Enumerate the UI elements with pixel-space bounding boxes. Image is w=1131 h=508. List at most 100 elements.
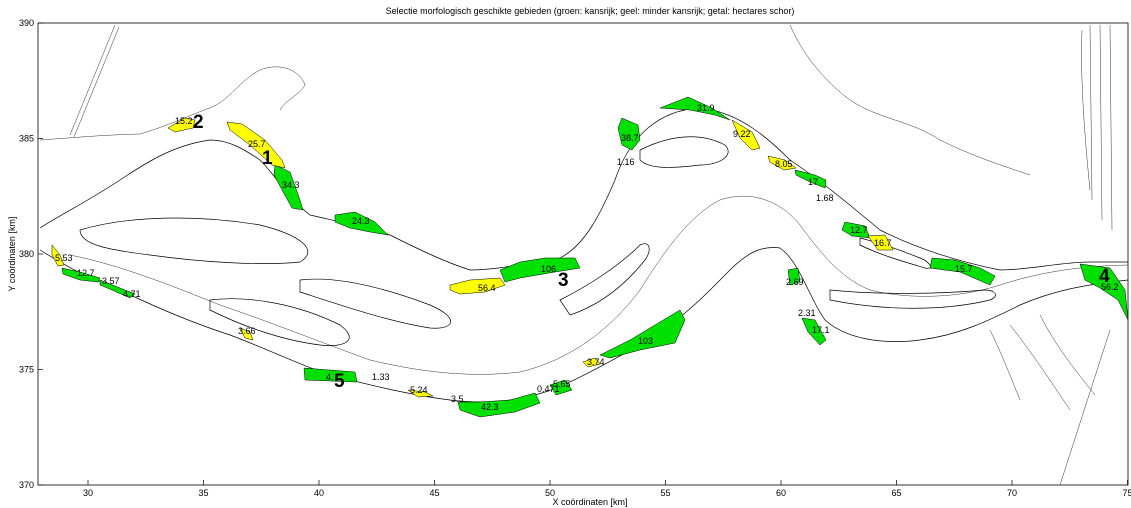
area-label: 5.53 <box>55 253 73 263</box>
area-label: 1.33 <box>372 372 390 382</box>
area-12-7-west <box>61 267 101 283</box>
y-tick-label: 380 <box>19 249 34 259</box>
sandbank-east <box>829 289 996 309</box>
sandbank-center-west <box>209 298 350 346</box>
area-label: 3.66 <box>238 326 256 336</box>
area-label: 42.3 <box>481 402 499 412</box>
area-label: 3.5 <box>451 394 464 404</box>
green-areas <box>61 96 1128 418</box>
area-label: 3.57 <box>102 276 120 286</box>
river-shorelines <box>39 24 1128 485</box>
area-5-24 <box>407 389 434 398</box>
area-9-22 <box>731 119 761 151</box>
area-label: 5.24 <box>410 385 428 395</box>
zone-number-1: 1 <box>262 148 273 169</box>
x-tick-label: 65 <box>891 488 901 498</box>
x-tick-label: 55 <box>660 488 670 498</box>
sandbank-middle <box>559 243 650 316</box>
x-tick-label: 70 <box>1007 488 1017 498</box>
y-axis-label: Y coördinaten [km] <box>7 217 17 292</box>
y-tick-label: 375 <box>19 365 34 375</box>
area-38-7 <box>617 117 641 151</box>
area-4-71 <box>99 279 136 299</box>
area-label: 2.69 <box>786 277 804 287</box>
area-15-2 <box>167 117 196 133</box>
y-tick-label: 390 <box>19 18 34 28</box>
harbour-line <box>1081 24 1113 231</box>
zone-number-2: 2 <box>193 112 204 133</box>
area-34-3 <box>273 164 304 211</box>
area-5-53 <box>51 244 65 267</box>
axes-frame <box>37 22 1129 486</box>
area-label: 25.7 <box>248 139 266 149</box>
area-label: 56.2 <box>1101 282 1119 292</box>
x-tick-label: 45 <box>429 488 439 498</box>
zone-number-3: 3 <box>558 270 569 291</box>
x-axis-ticks: 30 35 40 45 50 55 60 65 70 75 <box>83 480 1131 498</box>
area-56-2 <box>1079 263 1128 321</box>
area-2-69 <box>787 267 801 286</box>
area-16-7 <box>867 234 894 251</box>
area-label: 38.7 <box>621 133 639 143</box>
y-tick-label: 385 <box>19 134 34 144</box>
area-label: 15.2 <box>175 116 193 126</box>
sandbank-upper-east <box>859 237 931 269</box>
area-label: 0.471 <box>537 384 560 394</box>
area-3-74 <box>582 357 601 368</box>
area-label: 16.7 <box>874 238 892 248</box>
area-label: 106 <box>541 264 556 274</box>
x-tick-label: 35 <box>198 488 208 498</box>
area-label: 103 <box>638 336 653 346</box>
area-3-66 <box>239 327 254 341</box>
area-106 <box>499 257 581 283</box>
area-label: 31.9 <box>697 103 715 113</box>
yellow-areas <box>51 117 894 398</box>
zone-numbers: 1 2 3 4 5 <box>193 112 1110 392</box>
area-label: 2.31 <box>798 308 816 318</box>
x-tick-label: 75 <box>1122 488 1131 498</box>
x-tick-label: 50 <box>545 488 555 498</box>
area-label: 17 <box>808 177 818 187</box>
sandbank-bend <box>639 136 729 168</box>
area-17-east <box>794 169 827 189</box>
area-label: 34.3 <box>282 180 300 190</box>
north-polder-line <box>39 24 1031 176</box>
area-5-65 <box>549 379 573 396</box>
sandbank-center <box>299 278 451 329</box>
area-label: 15.7 <box>955 264 973 274</box>
x-axis-label: X coördinaten [km] <box>552 497 627 507</box>
area-24-3 <box>334 211 389 236</box>
area-label: 8.05 <box>775 159 793 169</box>
hectare-labels: 15.2 25.7 34.3 24.3 5.53 12.7 3.57 4.71 … <box>55 103 1119 412</box>
map-title: Selectie morfologisch geschikte gebieden… <box>386 6 795 16</box>
y-tick-label: 370 <box>19 480 34 490</box>
area-label: 24.3 <box>352 216 370 226</box>
zone-number-4: 4 <box>1099 266 1110 287</box>
sandbank-west <box>79 217 309 264</box>
area-31-9 <box>659 96 731 121</box>
area-label: 56.4 <box>478 283 496 293</box>
area-label: 4. <box>326 372 334 382</box>
area-4 <box>303 367 358 383</box>
area-label: 12.7 <box>77 268 95 278</box>
area-label: 12.7 <box>850 225 868 235</box>
zone-number-5: 5 <box>334 371 345 392</box>
x-tick-label: 40 <box>314 488 324 498</box>
area-17-1 <box>801 317 827 346</box>
area-12-7-east <box>841 221 871 239</box>
south-creeks <box>989 314 1111 485</box>
area-42-3 <box>457 392 541 418</box>
area-25-7 <box>226 121 286 169</box>
area-103 <box>599 309 686 359</box>
area-label: 1.68 <box>816 193 834 203</box>
area-label: 3.74 <box>587 357 605 367</box>
area-label: 17.1 <box>812 325 830 335</box>
area-15-7 <box>929 257 996 286</box>
pipeline-line <box>69 24 120 138</box>
y-axis-ticks: 390 385 380 375 370 <box>19 18 43 490</box>
area-label: 1.16 <box>617 157 635 167</box>
sandbank-islands <box>79 136 996 346</box>
inner-channel-line <box>69 196 1128 375</box>
x-tick-label: 30 <box>83 488 93 498</box>
